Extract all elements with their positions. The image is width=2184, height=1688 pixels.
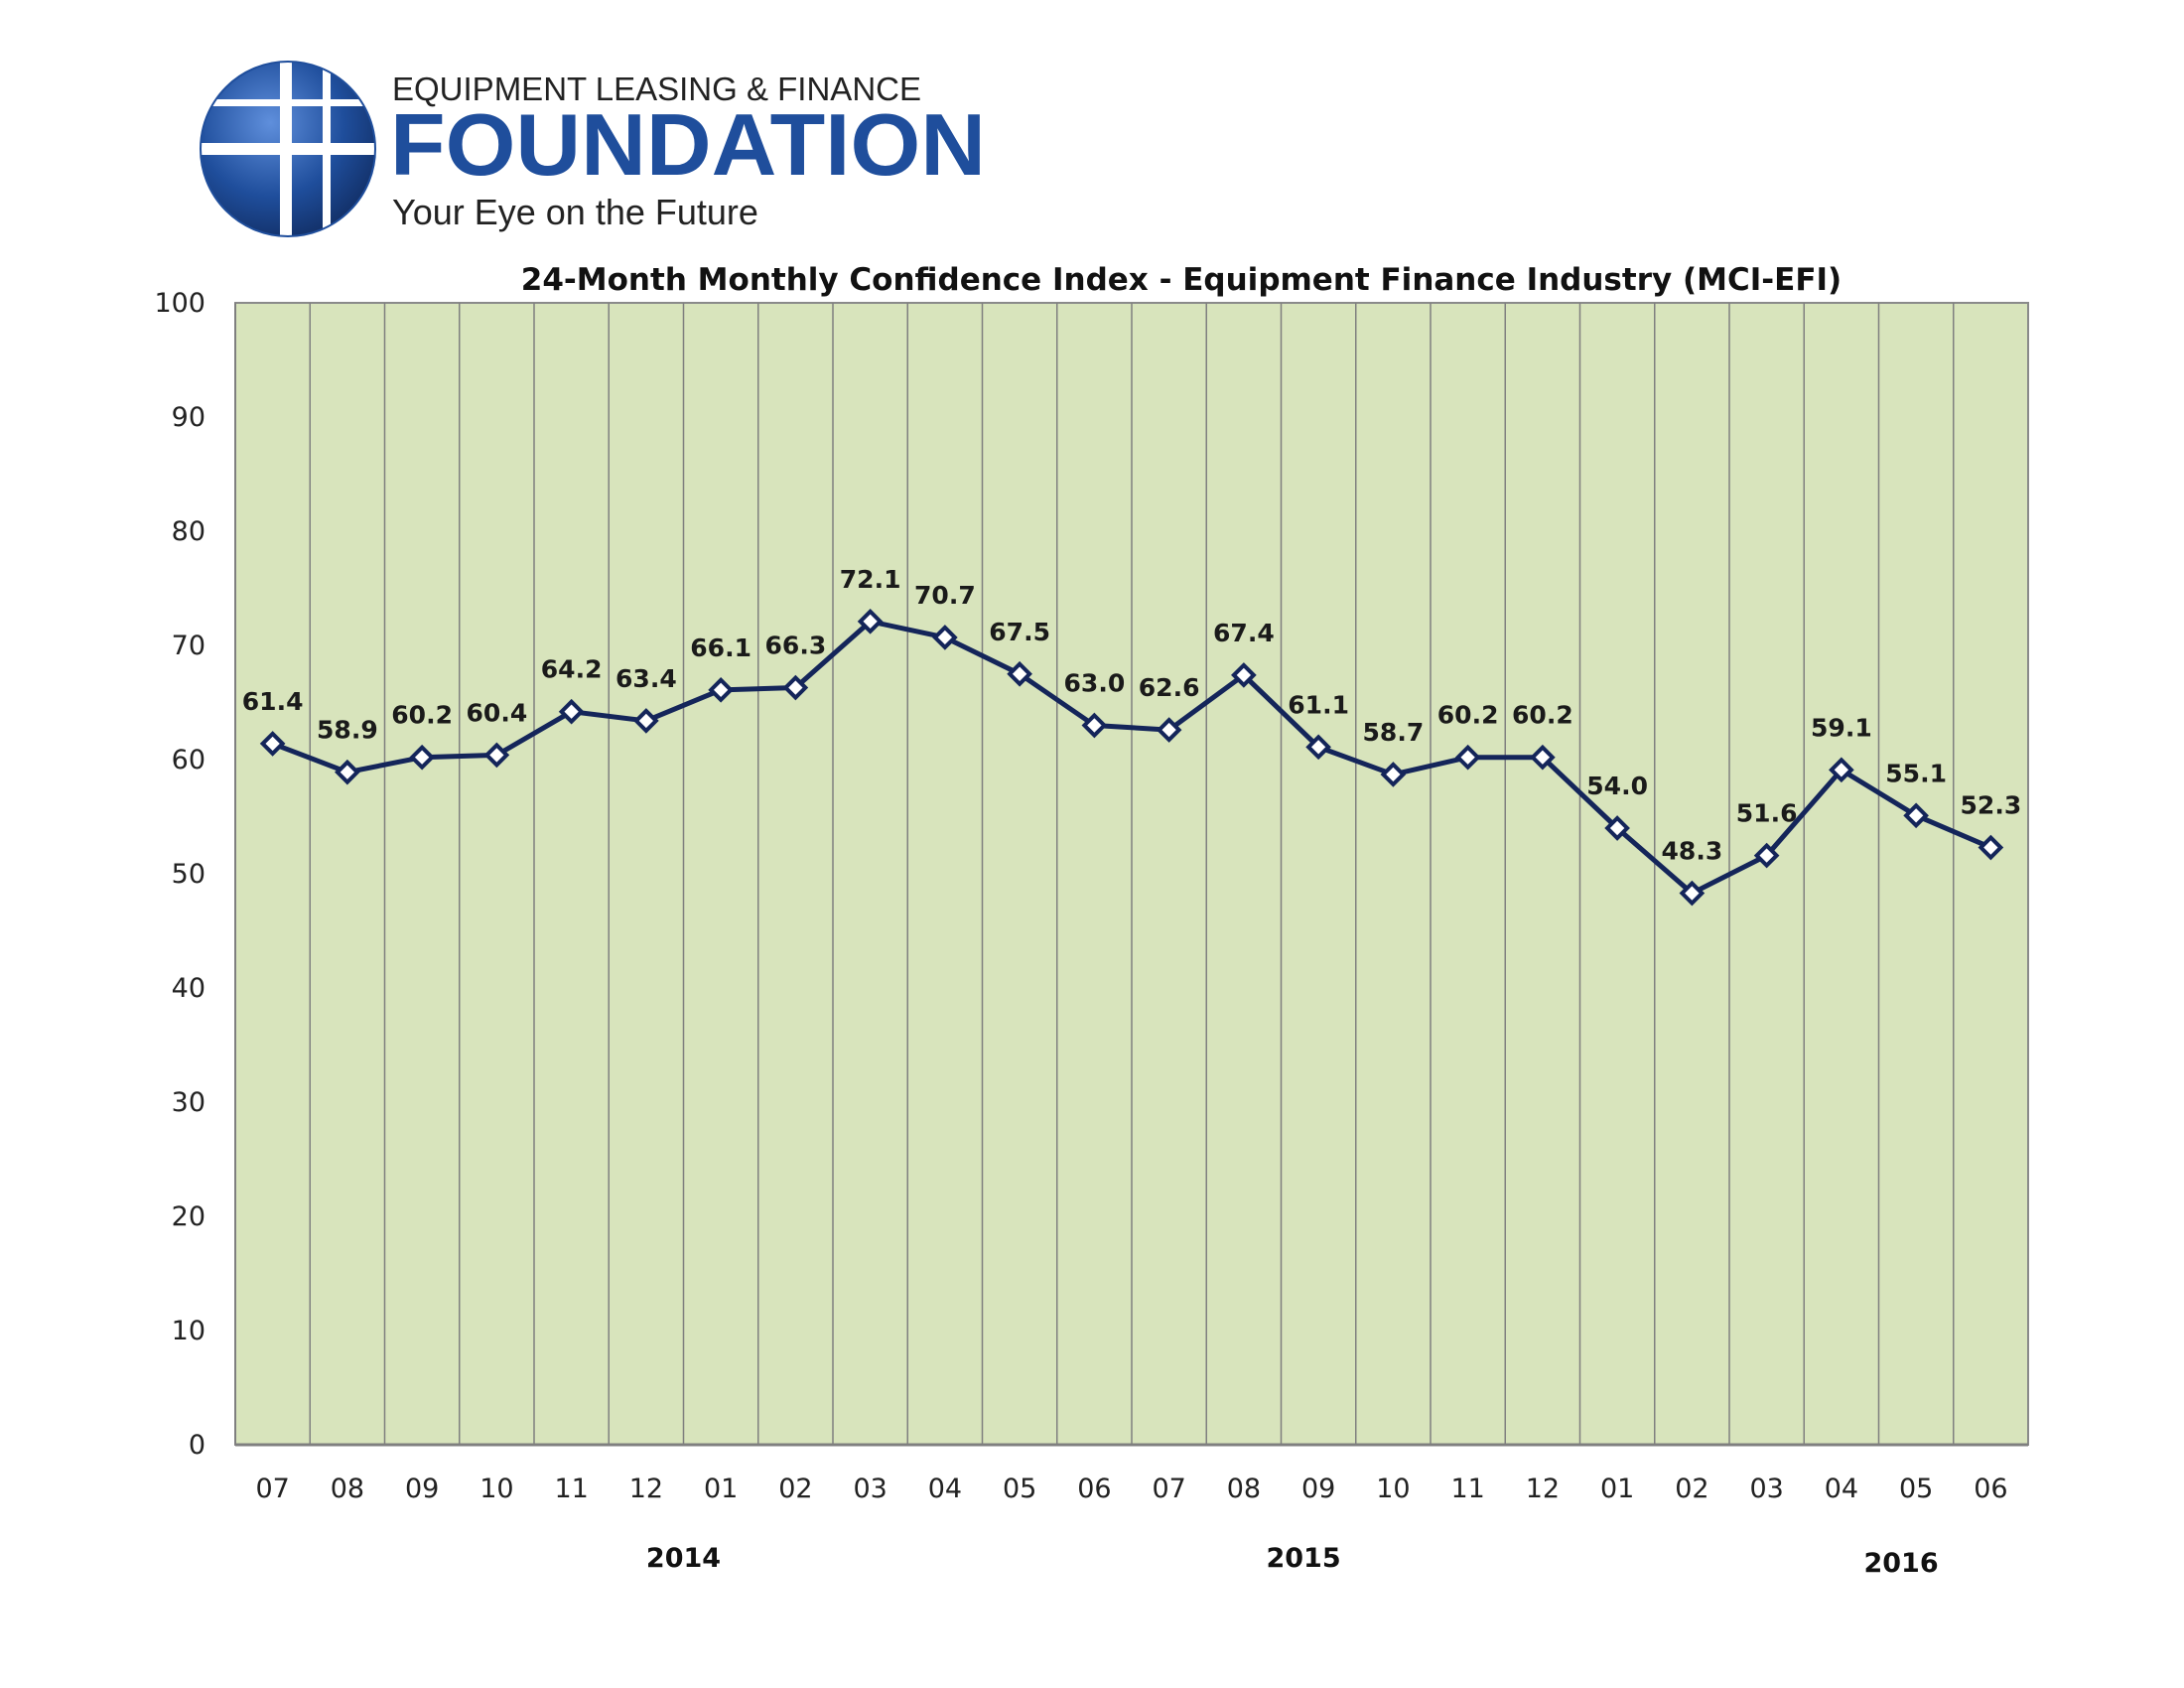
logo-top-text: EQUIPMENT LEASING & FINANCE — [392, 70, 921, 107]
data-label: 61.4 — [242, 687, 304, 716]
logo-main-text: FOUNDATION — [390, 95, 986, 194]
x-tick-label: 01 — [1600, 1474, 1634, 1504]
data-point-marker — [335, 759, 360, 785]
y-tick-label: 50 — [172, 859, 205, 890]
data-point-marker — [1454, 744, 1481, 771]
data-point-marker — [259, 731, 286, 757]
data-label: 67.5 — [989, 618, 1050, 646]
data-label: 55.1 — [1885, 759, 1947, 787]
x-tick-label: 10 — [479, 1474, 513, 1504]
x-tick-label: 08 — [1227, 1474, 1261, 1504]
y-tick-label: 80 — [172, 516, 205, 547]
data-label: 60.2 — [1437, 701, 1499, 730]
x-tick-label: 10 — [1376, 1474, 1410, 1504]
x-tick-label: 12 — [629, 1474, 663, 1504]
y-tick-label: 90 — [172, 402, 205, 433]
x-tick-label: 12 — [1526, 1474, 1560, 1504]
x-axis-ticks: 07 08 09 10 11 12 01 02 03 04 05 06 07 08 09 10 11 12 01 02… — [255, 1474, 2007, 1504]
data-label: 52.3 — [1961, 791, 2022, 820]
y-tick-label: 70 — [172, 631, 205, 661]
series-line — [271, 619, 1992, 897]
data-point-marker — [1978, 834, 2004, 861]
y-tick-label: 20 — [172, 1201, 205, 1232]
data-label: 63.4 — [615, 664, 677, 693]
foundation-logo: EQUIPMENT LEASING & FINANCE FOUNDATION Y… — [200, 60, 986, 238]
y-tick-label: 40 — [172, 973, 205, 1004]
data-point-marker — [1604, 815, 1630, 841]
data-point-marker — [1007, 660, 1032, 687]
data-point-marker — [1530, 744, 1556, 771]
data-label: 62.6 — [1139, 673, 1200, 702]
x-tick-label: 07 — [255, 1474, 289, 1504]
x-tick-label: 06 — [1077, 1474, 1111, 1504]
data-label: 67.4 — [1213, 619, 1275, 647]
year-label: 2014 — [646, 1543, 721, 1574]
x-tick-label: 05 — [1899, 1474, 1933, 1504]
data-point-marker — [558, 698, 585, 725]
vertical-gridlines — [309, 303, 1955, 1445]
x-tick-label: 11 — [554, 1474, 588, 1504]
data-label: 54.0 — [1586, 772, 1648, 800]
year-label: 2015 — [1266, 1543, 1340, 1574]
x-tick-label: 04 — [928, 1474, 962, 1504]
data-label: 60.2 — [1512, 701, 1573, 730]
year-labels: 2014 2015 2016 — [646, 1543, 1939, 1579]
y-tick-label: 10 — [172, 1316, 205, 1346]
data-point-marker — [1156, 717, 1182, 743]
y-tick-label: 0 — [189, 1430, 205, 1461]
y-axis-ticks: 0 10 20 30 40 50 60 70 80 90 100 — [154, 288, 205, 1461]
data-label: 58.7 — [1363, 718, 1425, 747]
x-tick-label: 06 — [1974, 1474, 2007, 1504]
data-label: 58.9 — [317, 716, 378, 745]
x-tick-label: 09 — [405, 1474, 439, 1504]
data-label: 72.1 — [840, 565, 901, 594]
data-point-marker — [782, 674, 809, 701]
data-label: 70.7 — [914, 581, 976, 610]
data-point-marker — [1753, 842, 1780, 869]
data-label: 51.6 — [1736, 799, 1798, 828]
x-tick-label: 04 — [1825, 1474, 1858, 1504]
chart-title: 24-Month Monthly Confidence Index - Equi… — [521, 262, 1842, 298]
series-mci-efi: 61.4 58.9 60.2 60.4 64.2 63.4 66.1 66.3 72.1 70.7… — [242, 565, 2022, 907]
data-point-marker — [857, 609, 884, 634]
year-label: 2016 — [1863, 1548, 1938, 1579]
data-label: 64.2 — [541, 655, 603, 684]
data-label: 66.1 — [690, 633, 751, 662]
data-point-marker — [1081, 712, 1108, 739]
x-tick-label: 02 — [778, 1474, 812, 1504]
data-label: 61.1 — [1288, 690, 1349, 719]
x-tick-label: 03 — [853, 1474, 887, 1504]
x-tick-label: 01 — [704, 1474, 738, 1504]
data-label: 66.3 — [765, 632, 827, 660]
logo-tagline: Your Eye on the Future — [392, 192, 758, 232]
data-point-marker — [1679, 880, 1706, 907]
data-label: 48.3 — [1662, 837, 1723, 866]
x-tick-label: 02 — [1675, 1474, 1708, 1504]
data-point-marker — [1305, 734, 1331, 761]
data-label: 60.2 — [391, 701, 453, 730]
data-point-marker — [932, 625, 958, 650]
globe-icon — [200, 60, 376, 238]
data-point-marker — [708, 677, 734, 703]
x-tick-label: 11 — [1450, 1474, 1484, 1504]
data-point-marker — [483, 742, 510, 769]
data-point-marker — [1903, 802, 1929, 829]
y-tick-label: 60 — [172, 745, 205, 775]
y-tick-label: 30 — [172, 1087, 205, 1118]
data-point-marker — [1829, 757, 1854, 783]
x-tick-label: 08 — [331, 1474, 364, 1504]
x-tick-label: 03 — [1749, 1474, 1783, 1504]
data-point-marker — [409, 744, 435, 771]
data-label: 60.4 — [467, 698, 528, 727]
x-tick-label: 09 — [1301, 1474, 1335, 1504]
y-tick-label: 100 — [154, 288, 205, 319]
data-label: 63.0 — [1064, 669, 1126, 698]
data-point-marker — [633, 708, 659, 734]
data-point-marker — [1380, 762, 1407, 787]
x-tick-label: 05 — [1003, 1474, 1036, 1504]
x-tick-label: 07 — [1152, 1474, 1185, 1504]
data-label: 59.1 — [1811, 713, 1872, 742]
data-point-marker — [1231, 662, 1257, 688]
